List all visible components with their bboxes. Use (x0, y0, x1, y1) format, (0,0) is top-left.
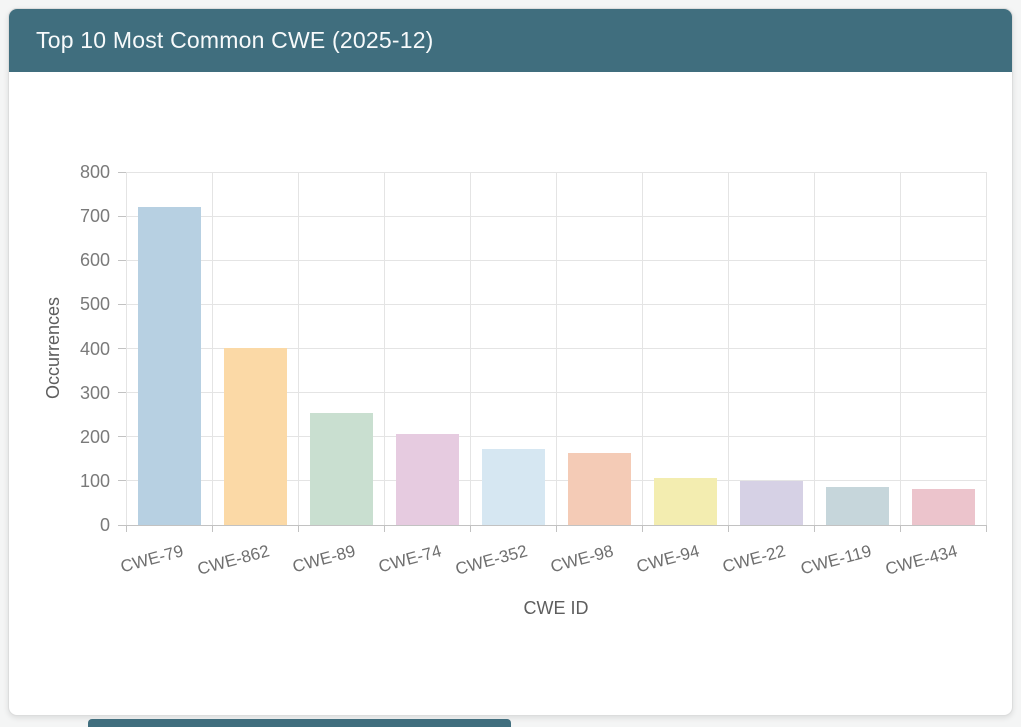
x-tick-mark (555, 525, 557, 532)
gridline-v (469, 172, 471, 525)
y-tick-label: 500 (79, 294, 110, 315)
y-tick-label: 700 (79, 206, 110, 227)
x-tick-mark (727, 525, 729, 532)
y-tick-mark (118, 524, 126, 526)
gridline-v (985, 172, 987, 525)
chart-panel: Top 10 Most Common CWE (2025-12) Occurre… (8, 8, 1013, 716)
gridline-v (641, 172, 643, 525)
x-tick-mark (641, 525, 643, 532)
horizontal-scrollbar-thumb[interactable] (88, 719, 511, 727)
panel-header: Top 10 Most Common CWE (2025-12) (9, 9, 1012, 72)
y-tick-mark (118, 392, 126, 394)
bar-chart: Occurrences CWE ID 0 100 200 300 400 500 600 70… (9, 72, 1012, 715)
y-tick-mark (118, 480, 126, 482)
bar-CWE-74[interactable] (395, 434, 459, 525)
gridline-v (727, 172, 729, 525)
x-tick-mark (297, 525, 299, 532)
gridline-v (813, 172, 815, 525)
y-tick-mark (118, 348, 126, 349)
x-tick-mark (985, 525, 987, 532)
y-tick-mark (118, 436, 126, 438)
bar-CWE-22[interactable] (739, 481, 803, 525)
y-tick-mark (118, 215, 126, 217)
y-tick-mark (118, 171, 126, 173)
gridline-v (211, 172, 213, 525)
x-tick-mark (211, 525, 213, 532)
y-tick-label: 200 (79, 426, 110, 447)
x-tick-mark (469, 525, 471, 532)
gridline-v (383, 172, 385, 525)
x-axis-title: CWE ID (523, 598, 589, 618)
y-tick-label: 600 (79, 250, 110, 271)
y-tick-label: 0 (99, 515, 110, 535)
bar-CWE-352[interactable] (481, 449, 545, 525)
bar-CWE-79[interactable] (137, 206, 201, 525)
y-tick-label: 400 (79, 338, 110, 359)
gridline-v (297, 172, 299, 525)
bar-CWE-119[interactable] (825, 487, 889, 525)
y-tick-mark (118, 259, 126, 261)
y-tick-label: 100 (79, 470, 110, 491)
panel-title: Top 10 Most Common CWE (2025-12) (36, 27, 434, 53)
x-tick-mark (813, 525, 815, 532)
bar-CWE-94[interactable] (653, 477, 717, 525)
gridline-v (555, 172, 557, 525)
bar-CWE-434[interactable] (911, 488, 975, 525)
gridline-v (125, 172, 127, 525)
bar-CWE-89[interactable] (309, 412, 373, 525)
bar-CWE-98[interactable] (567, 452, 631, 525)
gridline-v (899, 172, 901, 525)
x-tick-mark (899, 525, 901, 532)
y-tick-mark (118, 303, 126, 305)
x-tick-mark (383, 525, 385, 532)
y-tick-label: 300 (79, 382, 110, 403)
bar-CWE-862[interactable] (223, 348, 287, 525)
x-tick-mark (125, 525, 127, 532)
y-tick-label: 800 (79, 162, 110, 182)
x-axis-line (126, 525, 986, 526)
